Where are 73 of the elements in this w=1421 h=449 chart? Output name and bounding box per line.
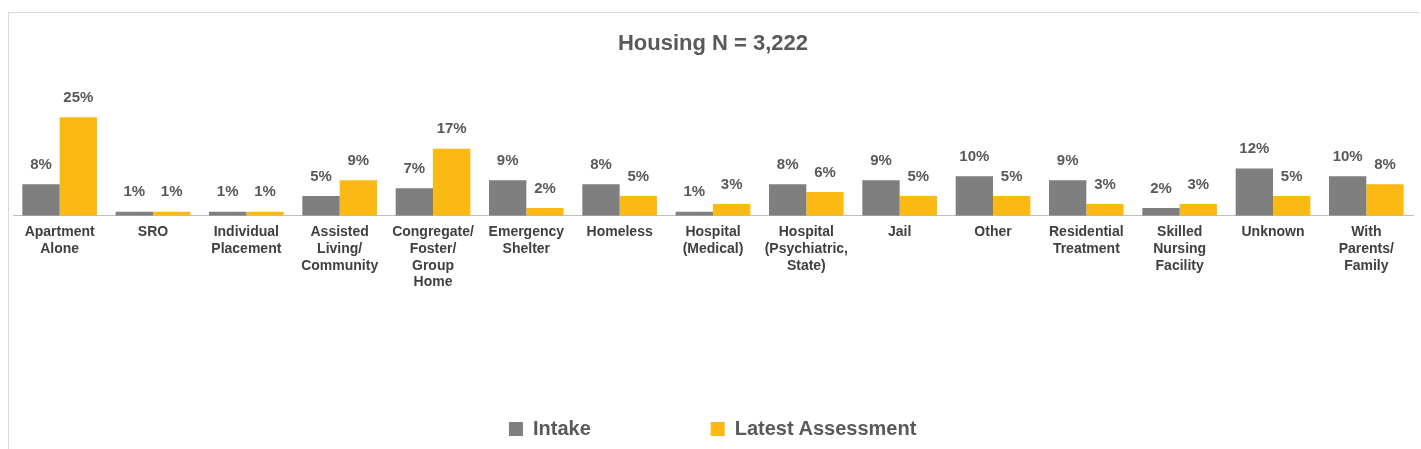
- bar: [302, 196, 340, 216]
- bar: [1329, 176, 1367, 216]
- bar: [433, 148, 471, 216]
- x-tick-label: Skilled Nursing Facility: [1153, 223, 1207, 273]
- data-label: 9%: [496, 150, 519, 168]
- data-label: 5%: [1000, 166, 1023, 184]
- x-tick-label: Other: [974, 223, 1013, 240]
- data-label: 9%: [1056, 150, 1079, 168]
- bar: [22, 184, 60, 216]
- bar: [1142, 207, 1180, 216]
- data-label: 8%: [1374, 154, 1396, 172]
- data-label: 5%: [907, 166, 930, 184]
- bar: [619, 196, 657, 216]
- data-label: 5%: [310, 166, 332, 184]
- x-tick-label: SRO: [137, 223, 169, 240]
- bar: [806, 192, 844, 216]
- bar: [713, 203, 751, 216]
- data-label: 3%: [720, 174, 743, 192]
- data-label: 25%: [63, 87, 94, 105]
- data-label: 9%: [347, 150, 370, 168]
- data-label: 2%: [534, 178, 556, 196]
- data-label: 8%: [590, 154, 612, 172]
- x-tick-label: Emergency Shelter: [488, 223, 565, 256]
- data-label: 3%: [1094, 174, 1116, 192]
- data-label: 2%: [1150, 178, 1172, 196]
- legend-label: Latest Assessment: [734, 416, 917, 439]
- data-label: 1%: [254, 182, 276, 200]
- data-label: 10%: [959, 146, 990, 164]
- data-label: 1%: [216, 182, 239, 200]
- data-label: 10%: [1332, 146, 1363, 164]
- bar: [395, 188, 433, 216]
- bar: [1366, 184, 1404, 216]
- bar: [489, 180, 527, 216]
- bar: [993, 196, 1031, 216]
- x-tick-label: Congregate/ Foster/ Group Home: [392, 223, 474, 290]
- bar: [339, 180, 377, 216]
- data-label: 17%: [436, 119, 467, 137]
- data-label: 3%: [1187, 174, 1210, 192]
- chart-title: Housing N = 3,222: [617, 30, 809, 56]
- bar: [1235, 168, 1273, 216]
- data-label: 5%: [627, 166, 650, 184]
- bar: [769, 184, 807, 216]
- bar: [1179, 203, 1217, 216]
- bar: [1049, 180, 1087, 216]
- data-label: 8%: [776, 154, 799, 172]
- data-label: 9%: [870, 150, 892, 168]
- x-tick-label: With Parents/ Family: [1338, 223, 1395, 273]
- data-label: 8%: [30, 154, 52, 172]
- bar: [582, 184, 620, 216]
- data-label: 7%: [403, 158, 426, 176]
- data-label: 1%: [123, 182, 146, 200]
- bar: [1273, 196, 1311, 216]
- x-tick-label: Homeless: [586, 223, 653, 240]
- data-label: 1%: [160, 182, 183, 200]
- data-label: 6%: [814, 162, 836, 180]
- bar: [526, 207, 564, 216]
- x-tick-label: Residential Treatment: [1048, 223, 1124, 256]
- x-tick-label: Hospital (Medical): [682, 223, 744, 256]
- bar: [899, 196, 937, 216]
- bar: [1086, 203, 1124, 216]
- x-tick-label: Assisted Living/ Community: [301, 223, 379, 273]
- x-tick-label: Apartment Alone: [24, 223, 95, 256]
- data-label: 1%: [683, 182, 706, 200]
- bar: [955, 176, 993, 216]
- x-tick-label: Individual Placement: [211, 223, 282, 256]
- legend-label: Intake: [532, 416, 591, 439]
- data-label: 5%: [1280, 166, 1303, 184]
- x-tick-label: Hospital (Psychiatric, State): [764, 223, 848, 273]
- bar: [59, 117, 97, 216]
- data-label: 12%: [1239, 139, 1270, 157]
- bar: [862, 180, 900, 216]
- x-tick-label: Unknown: [1241, 223, 1305, 240]
- x-tick-label: Jail: [887, 223, 912, 240]
